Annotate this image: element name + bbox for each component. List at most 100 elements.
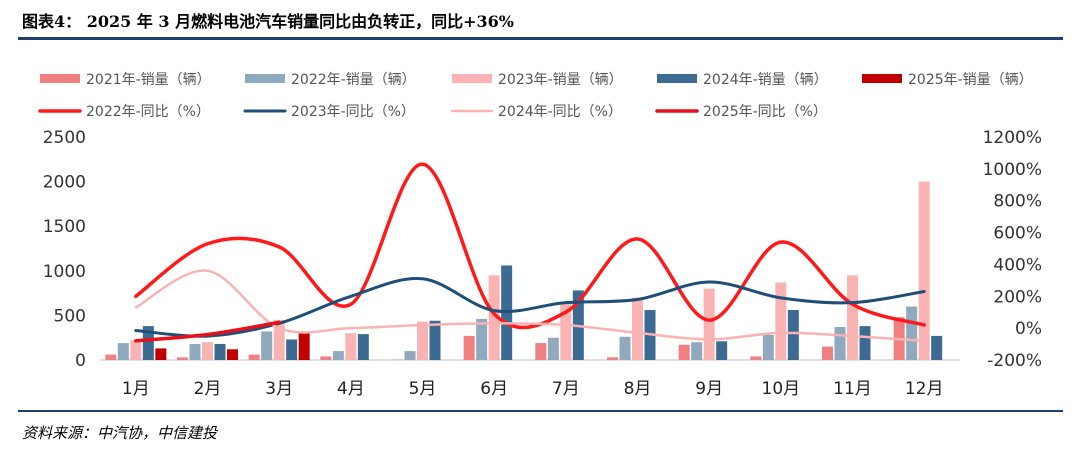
legend-swatch xyxy=(657,74,697,83)
left-tick-label: 2000 xyxy=(43,173,86,193)
source-note: 资料来源：中汽协，中信建投 xyxy=(22,424,218,442)
category-label: 6月 xyxy=(480,379,508,399)
legend-item-line-1: 2023年-同比（%） xyxy=(243,104,415,120)
line-series-layer xyxy=(134,162,926,343)
category-label: 1月 xyxy=(122,379,150,399)
category-label: 2月 xyxy=(194,379,222,399)
line-series-2 xyxy=(134,269,926,343)
bar-2-6 xyxy=(560,302,572,360)
bar-0-2 xyxy=(248,354,260,360)
category-label: 4月 xyxy=(337,379,365,399)
bar-0-6 xyxy=(535,343,547,360)
bar-2-4 xyxy=(417,321,428,360)
left-tick-label: 0 xyxy=(75,351,86,371)
legend-swatch xyxy=(452,74,492,83)
bar-2-10 xyxy=(847,275,858,360)
legend-label: 2023年-销量（辆） xyxy=(498,72,623,88)
left-tick-label: 500 xyxy=(54,306,86,326)
bar-0-5 xyxy=(463,335,475,360)
bar-3-1 xyxy=(214,343,226,360)
header-divider xyxy=(18,37,1063,40)
legend-swatch xyxy=(245,74,285,83)
legend-item-line-0: 2022年-同比（%） xyxy=(38,104,210,120)
right-tick-label: 1000% xyxy=(983,160,1042,180)
bar-3-4 xyxy=(429,320,441,360)
legend-label: 2023年-同比（%） xyxy=(291,104,415,120)
legend-label: 2024年-同比（%） xyxy=(498,104,622,120)
bar-2-9 xyxy=(775,282,787,360)
line-series-3 xyxy=(134,320,281,343)
bar-2-7 xyxy=(632,297,643,360)
bar-3-2 xyxy=(286,339,298,360)
legend-label: 2022年-销量（辆） xyxy=(291,72,416,88)
bar-0-0 xyxy=(105,354,117,360)
legend-item-bar-3: 2024年-销量（辆） xyxy=(657,72,828,88)
bar-0-10 xyxy=(822,346,833,360)
category-label: 12月 xyxy=(905,379,944,399)
bar-1-7 xyxy=(619,336,631,360)
legend-item-bar-2: 2023年-销量（辆） xyxy=(452,72,623,88)
footer-divider xyxy=(18,410,1063,412)
bar-1-11 xyxy=(906,306,918,360)
chart-header: 图表4： 2025 年 3 月燃料电池汽车销量同比由负转正，同比+36% xyxy=(0,0,1080,40)
bar-1-8 xyxy=(691,342,703,360)
legend-item-bar-4: 2025年-销量（辆） xyxy=(862,72,1033,88)
legend-item-line-3: 2025年-同比（%） xyxy=(655,104,827,120)
category-label: 7月 xyxy=(552,379,580,399)
right-tick-label: 200% xyxy=(993,287,1042,307)
bar-4-0 xyxy=(155,348,167,360)
bar-2-8 xyxy=(703,288,715,360)
bar-4-2 xyxy=(298,333,310,360)
category-label: 5月 xyxy=(409,379,437,399)
right-tick-label: 0% xyxy=(1015,319,1042,339)
bar-1-5 xyxy=(476,318,488,360)
left-tick-label: 2500 xyxy=(43,128,86,148)
category-label: 3月 xyxy=(265,379,293,399)
legend-item-bar-0: 2021年-销量（辆） xyxy=(40,72,211,88)
right-tick-label: -200% xyxy=(987,351,1042,371)
bar-2-0 xyxy=(130,340,142,360)
bar-4-1 xyxy=(227,349,238,360)
legend-item-line-2: 2024年-同比（%） xyxy=(450,104,622,120)
legend-swatch xyxy=(40,74,80,83)
bar-2-1 xyxy=(202,342,213,360)
bar-3-10 xyxy=(859,326,871,360)
legend-label: 2024年-销量（辆） xyxy=(703,72,828,88)
bar-2-11 xyxy=(918,181,930,360)
bar-1-10 xyxy=(834,326,846,360)
legend-label: 2021年-销量（辆） xyxy=(86,72,211,88)
legend-label: 2025年-销量（辆） xyxy=(908,72,1033,88)
chart-title: 图表4： 2025 年 3 月燃料电池汽车销量同比由负转正，同比+36% xyxy=(22,12,514,31)
bar-1-6 xyxy=(547,337,559,360)
bar-0-8 xyxy=(678,344,690,360)
right-tick-label: 600% xyxy=(993,224,1042,244)
bar-3-8 xyxy=(716,341,728,360)
bar-1-1 xyxy=(189,343,201,360)
bar-0-1 xyxy=(177,357,188,360)
bar-2-5 xyxy=(488,275,500,360)
bar-series-layer xyxy=(105,181,943,360)
bar-0-7 xyxy=(607,357,618,360)
bar-0-3 xyxy=(320,356,332,360)
bar-1-2 xyxy=(261,331,273,360)
legend-swatch xyxy=(862,74,902,83)
left-tick-label: 1500 xyxy=(43,217,86,237)
category-label: 11月 xyxy=(833,379,872,399)
bar-1-0 xyxy=(117,343,129,360)
category-label: 9月 xyxy=(695,379,723,399)
bar-0-9 xyxy=(750,356,762,360)
right-tick-label: 400% xyxy=(993,255,1042,275)
category-label: 10月 xyxy=(762,379,801,399)
bar-2-2 xyxy=(273,319,285,360)
left-axis-ticks: 0 500 1000 1500 2000 2500 xyxy=(43,128,86,371)
right-tick-label: 1200% xyxy=(983,128,1042,148)
chart-legend: 2021年-销量（辆） 2022年-销量（辆） 2023年-销量（辆） 2024年-销… xyxy=(38,72,1033,120)
legend-item-bar-1: 2022年-销量（辆） xyxy=(245,72,416,88)
left-tick-label: 1000 xyxy=(43,262,86,282)
bar-3-3 xyxy=(357,334,369,360)
right-tick-label: 800% xyxy=(993,192,1042,212)
legend-label: 2022年-同比（%） xyxy=(86,104,210,120)
bar-1-4 xyxy=(404,351,416,360)
right-axis-ticks: -200% 0% 200% 400% 600% 800% 1000% 1200% xyxy=(983,128,1042,371)
bar-3-0 xyxy=(142,326,154,360)
